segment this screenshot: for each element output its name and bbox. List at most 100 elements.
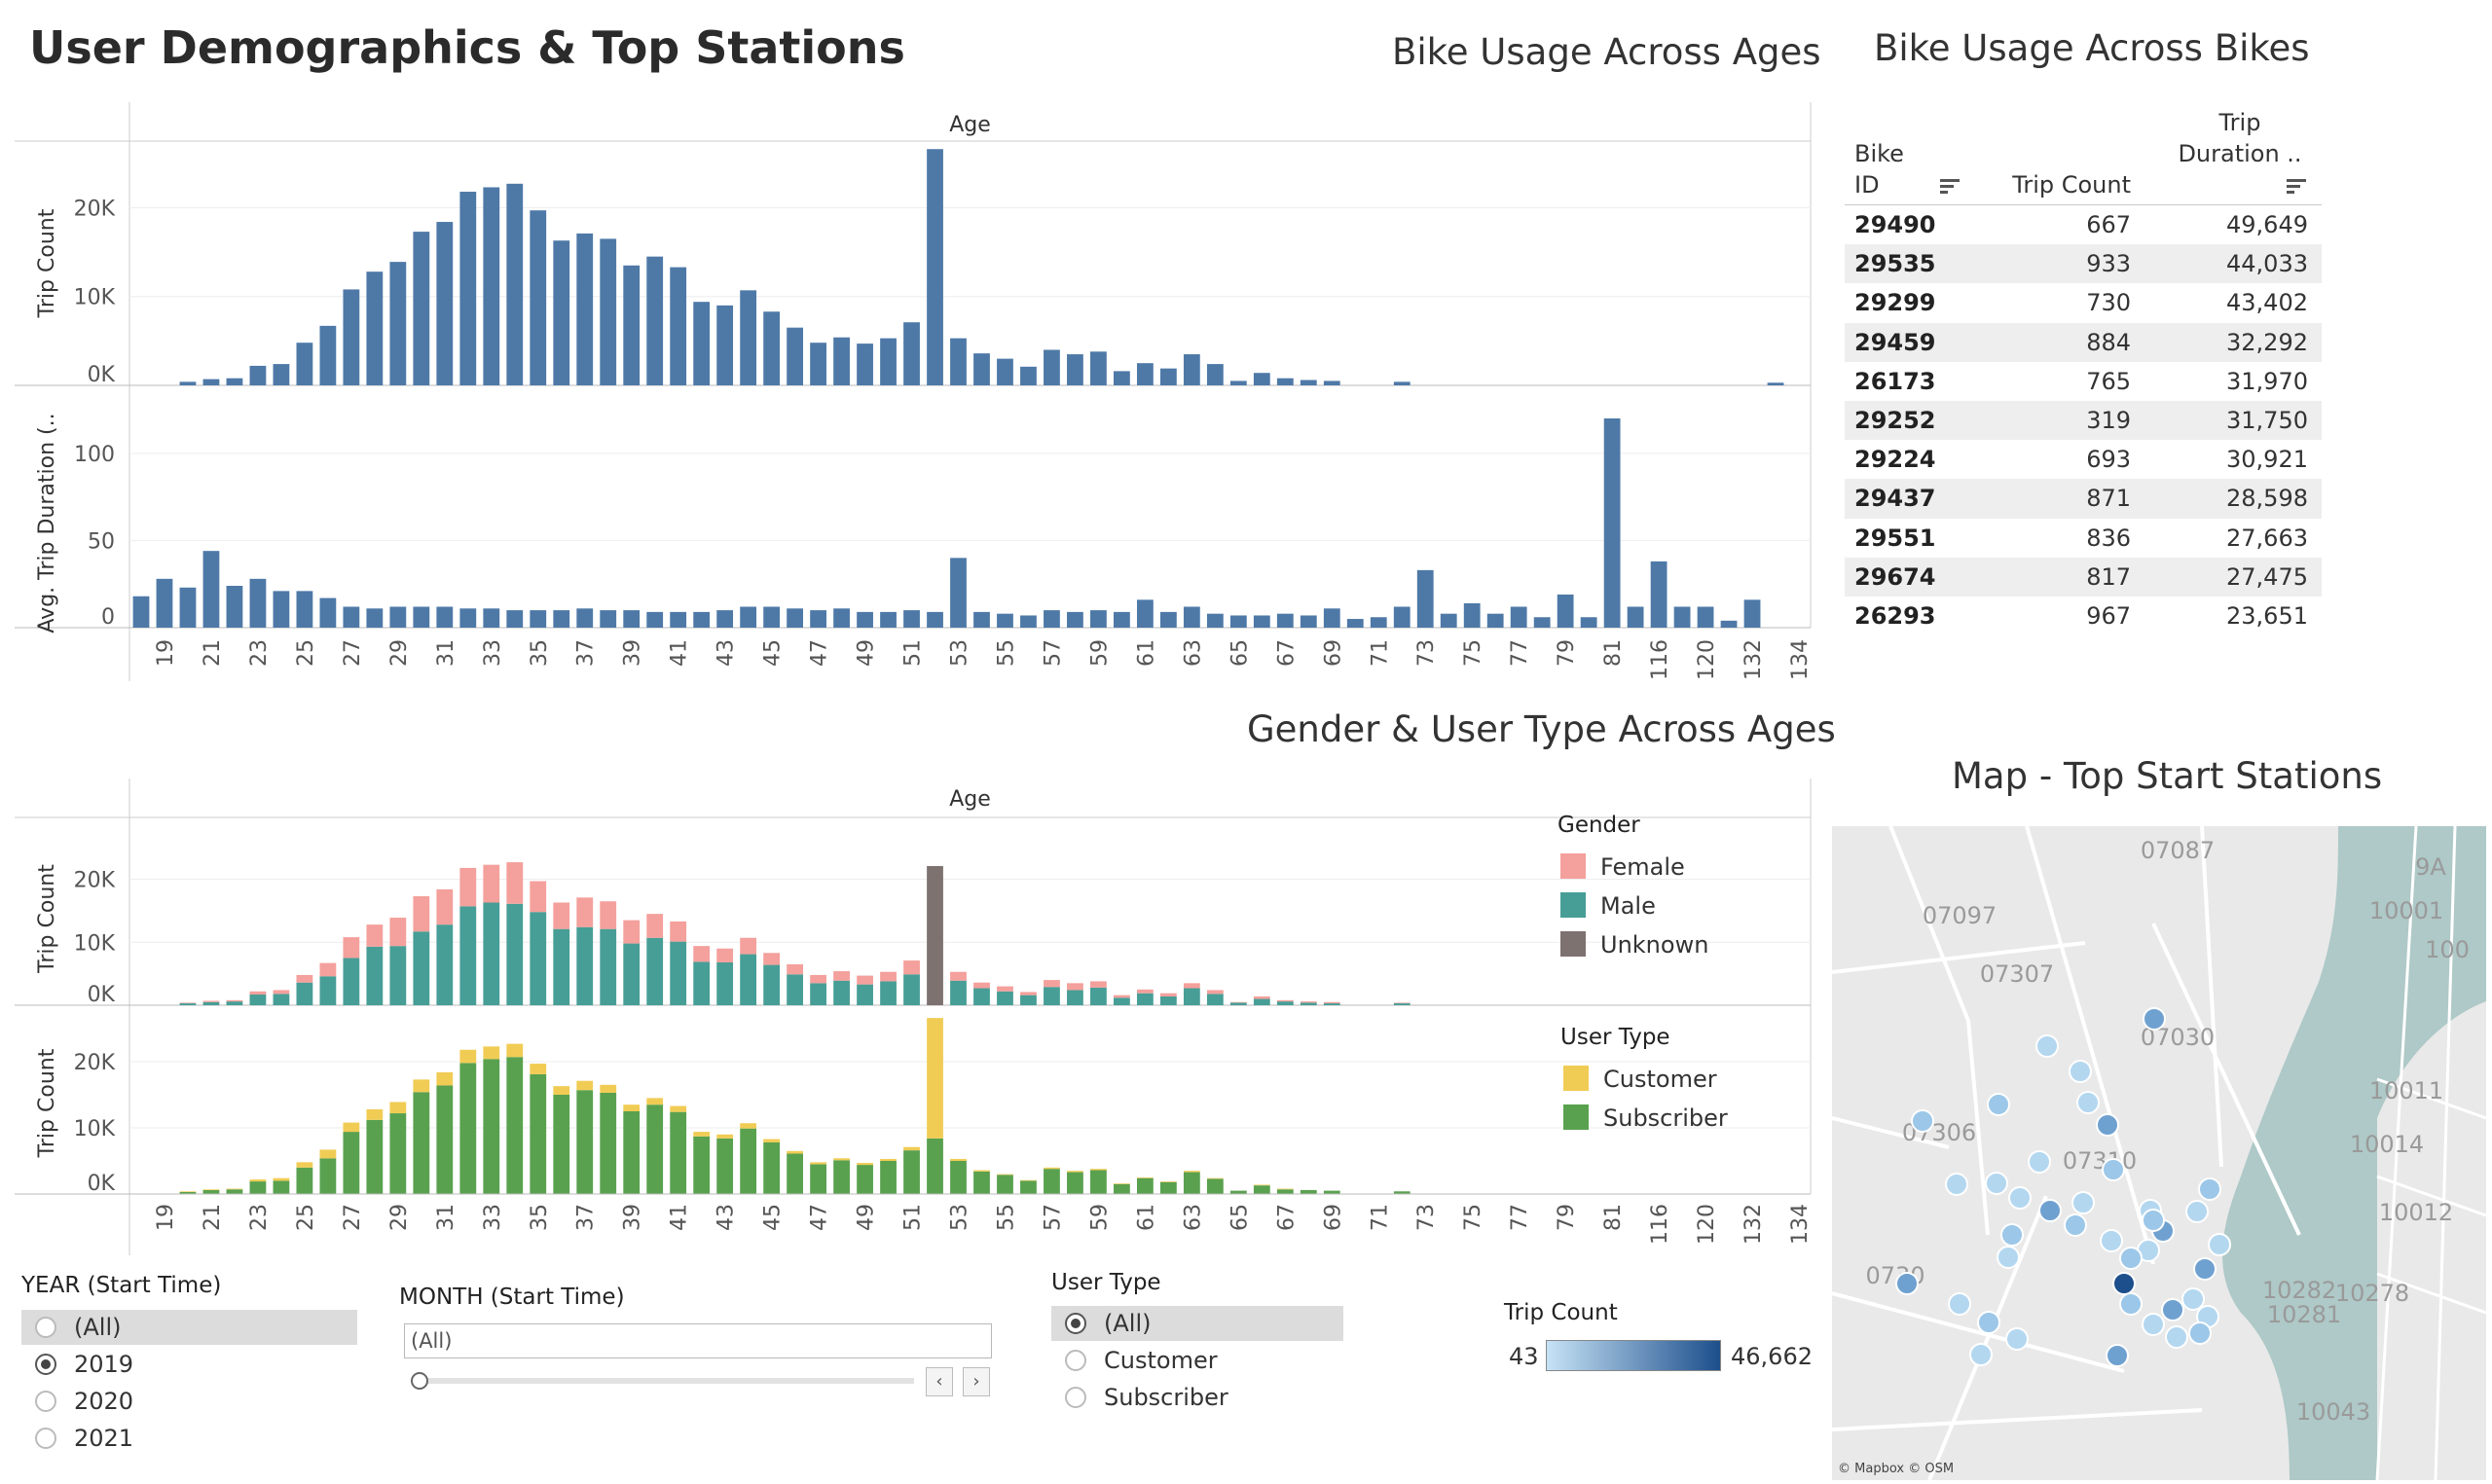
station-marker[interactable]: [2106, 1344, 2129, 1367]
station-marker[interactable]: [2161, 1298, 2184, 1321]
station-marker[interactable]: [2000, 1223, 2024, 1247]
station-marker[interactable]: [2064, 1213, 2087, 1237]
col-trip-duration[interactable]: Trip Duration ..: [2144, 107, 2322, 205]
month-filter-input[interactable]: (All): [404, 1323, 992, 1358]
station-marker[interactable]: [2008, 1186, 2032, 1210]
station-marker[interactable]: [1948, 1292, 1971, 1316]
bar: [1229, 615, 1247, 628]
station-marker[interactable]: [2142, 1209, 2165, 1232]
station-map[interactable]: 07087 07097 07307 07030 10001 10011 07306 07310…: [1832, 826, 2486, 1480]
x-tick-label: 23: [247, 1204, 272, 1231]
x-tick-label: 79: [1555, 1204, 1579, 1231]
bar: [880, 338, 897, 385]
station-marker[interactable]: [2193, 1257, 2217, 1281]
x-tick-label: 19: [154, 1204, 178, 1231]
station-marker[interactable]: [1987, 1093, 2010, 1116]
x-tick-label: 65: [1228, 639, 1252, 667]
station-marker[interactable]: [1895, 1272, 1919, 1295]
station-marker[interactable]: [2069, 1060, 2092, 1083]
station-marker[interactable]: [2028, 1150, 2051, 1174]
station-marker[interactable]: [2143, 1007, 2166, 1031]
station-marker[interactable]: [2005, 1327, 2029, 1351]
station-marker[interactable]: [2100, 1229, 2123, 1252]
table-row[interactable]: 29459 884 32,292: [1845, 322, 2322, 362]
x-tick-label: 47: [808, 1204, 832, 1231]
table-row[interactable]: 29224 693 30,921: [1845, 440, 2322, 479]
station-marker[interactable]: [2181, 1287, 2205, 1311]
sort-icon[interactable]: [2287, 177, 2308, 195]
bar-segment: [646, 1104, 664, 1194]
table-row[interactable]: 26293 967 23,651: [1845, 597, 2322, 635]
station-marker[interactable]: [2165, 1325, 2188, 1349]
table-row[interactable]: 29437 871 28,598: [1845, 479, 2322, 519]
bar-segment: [857, 1165, 873, 1194]
bar: [1323, 608, 1340, 628]
table-row[interactable]: 29299 730 43,402: [1845, 283, 2322, 322]
legend-title: Gender: [1558, 813, 1640, 838]
bar-segment: [319, 1149, 337, 1159]
bar-segment: [973, 988, 990, 1005]
station-marker[interactable]: [2142, 1313, 2165, 1336]
station-marker[interactable]: [2096, 1113, 2119, 1137]
x-tick-label: 77: [1508, 1204, 1532, 1231]
x-tick-label: 61: [1134, 1204, 1158, 1231]
legend-max: 46,662: [1731, 1343, 1813, 1370]
ages-chart-plot: Age 0K 10K 20K Trip Count 0 50 100 Avg. Trip Dur…: [15, 102, 1813, 681]
year-option-all[interactable]: (All): [21, 1310, 357, 1345]
usertype-option-all[interactable]: (All): [1051, 1306, 1343, 1341]
station-marker[interactable]: [2102, 1158, 2125, 1181]
bar-segment: [343, 937, 360, 959]
y-tick-label: 0K: [88, 363, 116, 387]
bar: [1159, 611, 1177, 628]
table-row[interactable]: 26173 765 31,970: [1845, 362, 2322, 401]
station-marker[interactable]: [2112, 1272, 2136, 1295]
station-marker[interactable]: [2208, 1233, 2231, 1256]
bar-segment: [1253, 998, 1270, 1005]
table-row[interactable]: 29674 817 27,475: [1845, 557, 2322, 597]
map-canvas[interactable]: 0708707097073070703010001100110730607310…: [1832, 826, 2486, 1480]
bar-segment: [273, 994, 290, 1005]
station-markers[interactable]: [1895, 1007, 2231, 1367]
table-row[interactable]: 29551 836 27,663: [1845, 519, 2322, 558]
station-marker[interactable]: [2038, 1199, 2062, 1222]
bar-segment: [1393, 1191, 1411, 1194]
station-marker[interactable]: [2119, 1247, 2143, 1270]
station-marker[interactable]: [2198, 1177, 2221, 1201]
x-tick-label: 120: [1695, 1204, 1719, 1245]
y-tick-label: 50: [88, 529, 115, 554]
col-trip-count[interactable]: Trip Count: [1985, 107, 2144, 205]
table-row[interactable]: 29252 319 31,750: [1845, 400, 2322, 441]
station-marker[interactable]: [1911, 1109, 1934, 1133]
year-option-2020[interactable]: 2020: [21, 1384, 357, 1419]
year-option-2021[interactable]: 2021: [21, 1421, 357, 1456]
bar-segment: [1206, 1178, 1224, 1194]
bar: [1510, 606, 1527, 628]
station-marker[interactable]: [2035, 1034, 2059, 1058]
col-bike-id[interactable]: Bike ID: [1845, 107, 1985, 205]
station-marker[interactable]: [1977, 1311, 2000, 1334]
month-slider[interactable]: [404, 1366, 920, 1395]
station-marker[interactable]: [2119, 1292, 2143, 1316]
usertype-option-customer[interactable]: Customer: [1051, 1343, 1343, 1378]
station-marker[interactable]: [2188, 1321, 2212, 1345]
year-option-2019[interactable]: 2019: [21, 1347, 357, 1382]
station-marker[interactable]: [2185, 1200, 2209, 1223]
bar: [763, 311, 781, 385]
table-cell: 667: [2086, 211, 2131, 239]
slider-handle[interactable]: [411, 1372, 428, 1390]
station-marker[interactable]: [1985, 1172, 2008, 1195]
sort-icon[interactable]: [1939, 177, 1961, 195]
station-marker[interactable]: [1945, 1173, 1968, 1196]
month-next-button[interactable]: ›: [963, 1367, 990, 1396]
table-row[interactable]: 29535 933 44,033: [1845, 244, 2322, 284]
station-marker[interactable]: [2076, 1091, 2100, 1114]
station-marker[interactable]: [1997, 1246, 2020, 1269]
month-prev-button[interactable]: ‹: [926, 1367, 953, 1396]
table-row[interactable]: 29490 667 49,649: [1845, 205, 2322, 245]
usertype-option-subscriber[interactable]: Subscriber: [1051, 1380, 1343, 1415]
map-title: Map - Top Start Stations: [1952, 755, 2383, 797]
station-marker[interactable]: [1969, 1343, 1993, 1366]
station-marker[interactable]: [2071, 1191, 2095, 1214]
bar: [1229, 380, 1247, 385]
legend-label: Male: [1600, 892, 1656, 920]
